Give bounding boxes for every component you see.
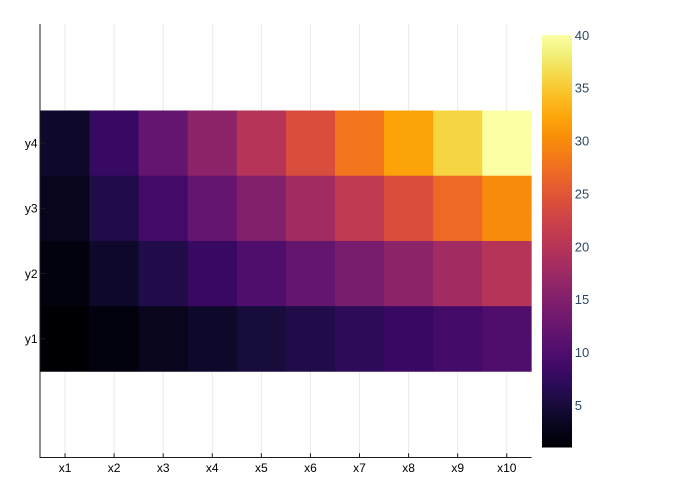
svg-text:y1: y1 [25, 332, 38, 346]
svg-text:20: 20 [575, 239, 589, 254]
svg-text:x5: x5 [255, 461, 268, 475]
svg-text:x7: x7 [353, 461, 366, 475]
svg-text:10: 10 [575, 345, 589, 360]
svg-text:x8: x8 [402, 461, 415, 475]
svg-text:y3: y3 [25, 202, 38, 216]
svg-text:y2: y2 [25, 267, 38, 281]
svg-text:30: 30 [575, 134, 589, 149]
svg-text:25: 25 [575, 186, 589, 201]
svg-text:15: 15 [575, 292, 589, 307]
svg-text:40: 40 [575, 28, 589, 43]
svg-text:x3: x3 [157, 461, 170, 475]
svg-text:x10: x10 [497, 461, 517, 475]
svg-text:y4: y4 [25, 136, 38, 150]
svg-text:x9: x9 [451, 461, 464, 475]
svg-text:x6: x6 [304, 461, 317, 475]
svg-text:5: 5 [575, 398, 582, 413]
svg-text:x4: x4 [206, 461, 219, 475]
svg-text:x2: x2 [108, 461, 121, 475]
svg-text:35: 35 [575, 81, 589, 96]
svg-text:x1: x1 [59, 461, 72, 475]
